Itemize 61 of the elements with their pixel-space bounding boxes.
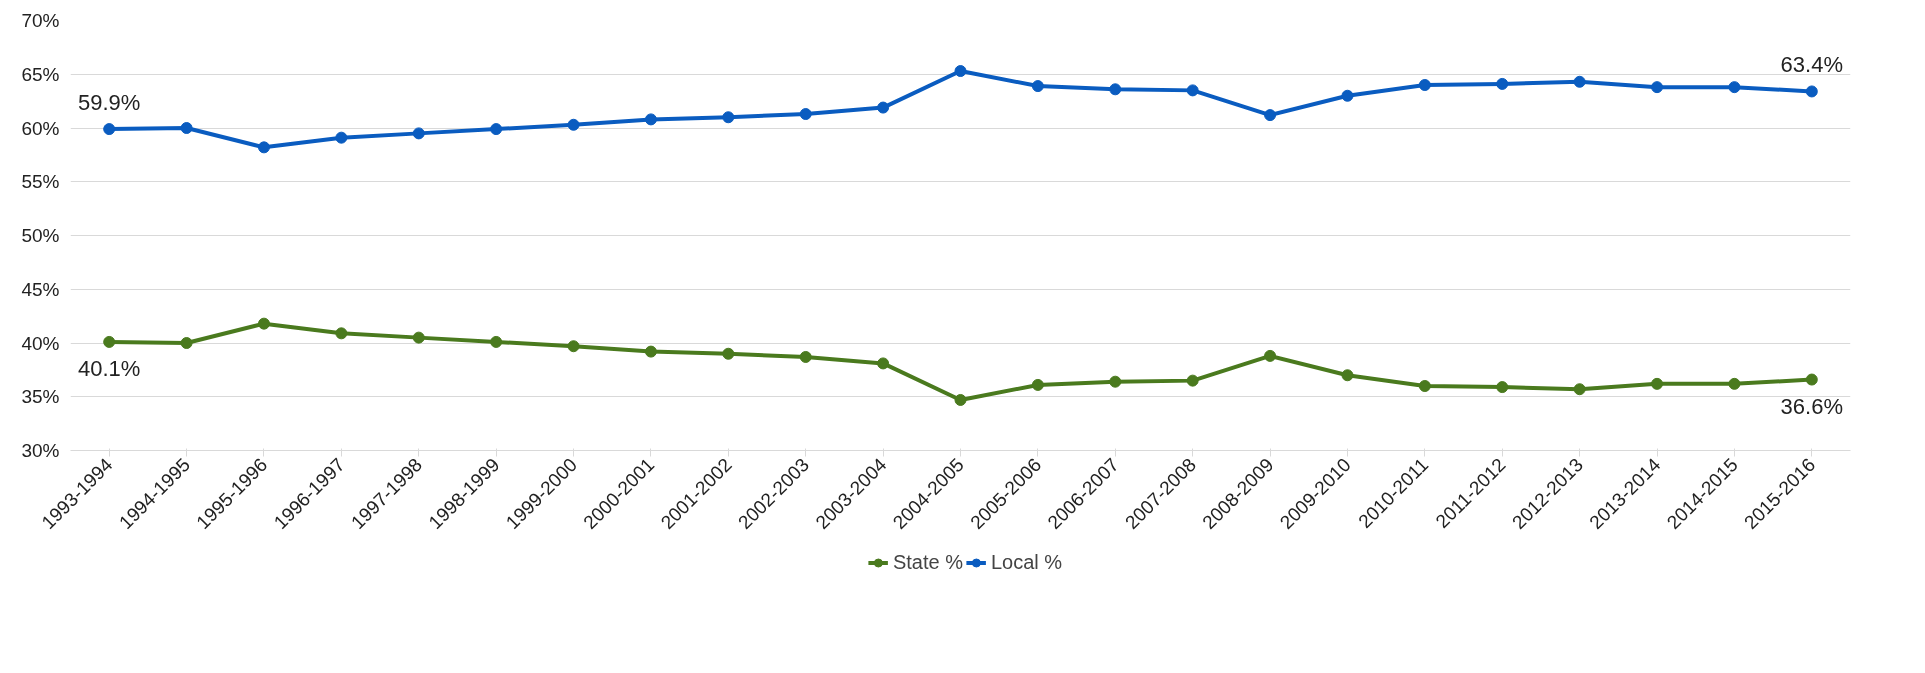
point (412, 331, 425, 344)
legend-label: Local % (990, 550, 1063, 574)
point (180, 337, 193, 349)
point (1031, 378, 1044, 391)
point (722, 347, 735, 360)
point (877, 357, 890, 370)
point (103, 335, 116, 348)
y-tick-label: 35% (21, 386, 60, 408)
point (1573, 75, 1586, 88)
point (1805, 85, 1818, 98)
point (1264, 109, 1277, 122)
y-tick-label: 65% (21, 63, 60, 85)
y-tick-label: 70% (21, 10, 60, 31)
point (799, 350, 812, 363)
point (1031, 80, 1044, 93)
point (567, 118, 580, 131)
point (335, 327, 348, 340)
legend-label: State % (892, 550, 963, 574)
point (567, 340, 580, 353)
point (1341, 369, 1354, 382)
point (1651, 81, 1664, 94)
point (490, 123, 503, 136)
y-tick-label: 50% (21, 225, 60, 246)
point (799, 108, 812, 121)
point (335, 131, 348, 144)
point (1496, 77, 1509, 90)
point (1496, 381, 1509, 394)
point (1651, 377, 1664, 390)
y-tick-label: 30% (21, 440, 60, 461)
annotation: 59.9% (78, 90, 141, 116)
point (1186, 374, 1199, 387)
point (1418, 380, 1431, 392)
point (1186, 84, 1199, 97)
point (1109, 83, 1122, 96)
point (1418, 79, 1431, 91)
y-tick-label: 40% (21, 332, 60, 354)
point (1728, 377, 1741, 390)
point (722, 111, 735, 124)
point (490, 335, 503, 348)
point (103, 123, 116, 136)
point (954, 65, 967, 78)
point (954, 393, 967, 406)
point (877, 101, 890, 114)
annotation: 63.4% (1780, 52, 1844, 78)
y-tick-label: 55% (21, 171, 60, 193)
point (1341, 89, 1354, 102)
annotation: 36.6% (1780, 393, 1844, 419)
y-tick-label: 60% (21, 117, 60, 139)
annotation: 40.1% (78, 355, 141, 381)
point (1728, 81, 1741, 94)
point (644, 113, 657, 126)
point (1109, 375, 1122, 388)
point (1264, 349, 1277, 362)
point (1805, 373, 1818, 386)
point (257, 141, 270, 154)
point (180, 122, 193, 134)
y-tick-label: 45% (21, 278, 60, 300)
point (412, 127, 425, 140)
point (257, 317, 270, 330)
point (644, 345, 657, 358)
point (1573, 383, 1586, 396)
